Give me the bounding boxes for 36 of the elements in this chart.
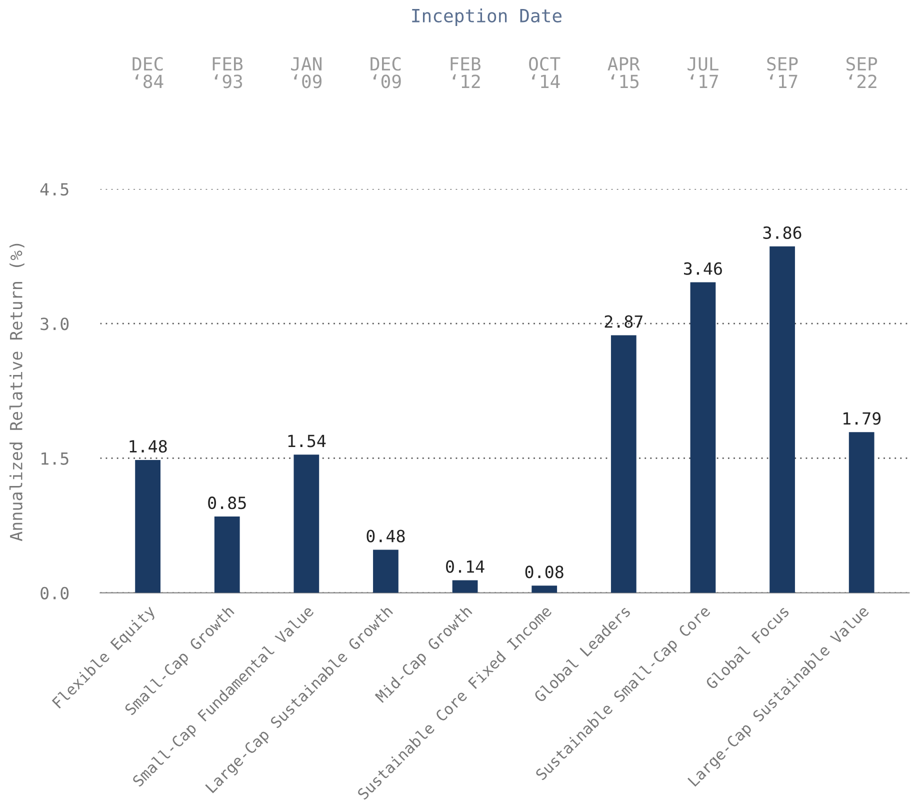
- bar: [690, 282, 716, 593]
- data-label: 1.48: [130, 440, 167, 453]
- bar: [135, 460, 160, 593]
- bar: [294, 454, 320, 593]
- text: FEB ‘93: [212, 57, 243, 88]
- bar: [373, 550, 398, 593]
- y-tick-label: 1.5: [42, 452, 68, 465]
- text: JAN ‘09: [291, 57, 322, 88]
- text: SEP ‘17: [767, 57, 798, 88]
- data-label: 1.54: [288, 434, 326, 448]
- y-tick-label: 4.5: [40, 183, 68, 196]
- text: JUL ‘17: [688, 57, 718, 88]
- y-tick-label: 0.0: [40, 586, 69, 600]
- bar: [848, 432, 874, 593]
- bar: [610, 335, 636, 593]
- data-label: 2.87: [604, 315, 642, 328]
- bar: [452, 580, 478, 593]
- data-label: 1.79: [844, 412, 881, 425]
- data-label: 0.14: [446, 560, 484, 573]
- text: APR ‘15: [608, 57, 640, 88]
- text: FEB ‘12: [450, 57, 480, 88]
- bar: [214, 516, 240, 593]
- text: DEC ‘09: [370, 57, 401, 88]
- data-label: 0.08: [525, 566, 564, 578]
- x2-axis-title: Inception Date: [412, 8, 562, 26]
- y-axis-title: Annualized Relative Return (%): [9, 244, 24, 542]
- text: SEP ‘22: [846, 57, 878, 88]
- data-label: 0.48: [366, 530, 405, 542]
- text: OCT ‘14: [529, 57, 560, 88]
- text: DEC ‘84: [132, 57, 164, 88]
- bar: [770, 246, 795, 593]
- data-label: 0.85: [208, 496, 246, 510]
- y-tick-label: 3.0: [40, 318, 69, 330]
- bar: [532, 586, 558, 593]
- data-label: 3.86: [763, 226, 802, 240]
- data-label: 3.46: [684, 262, 722, 275]
